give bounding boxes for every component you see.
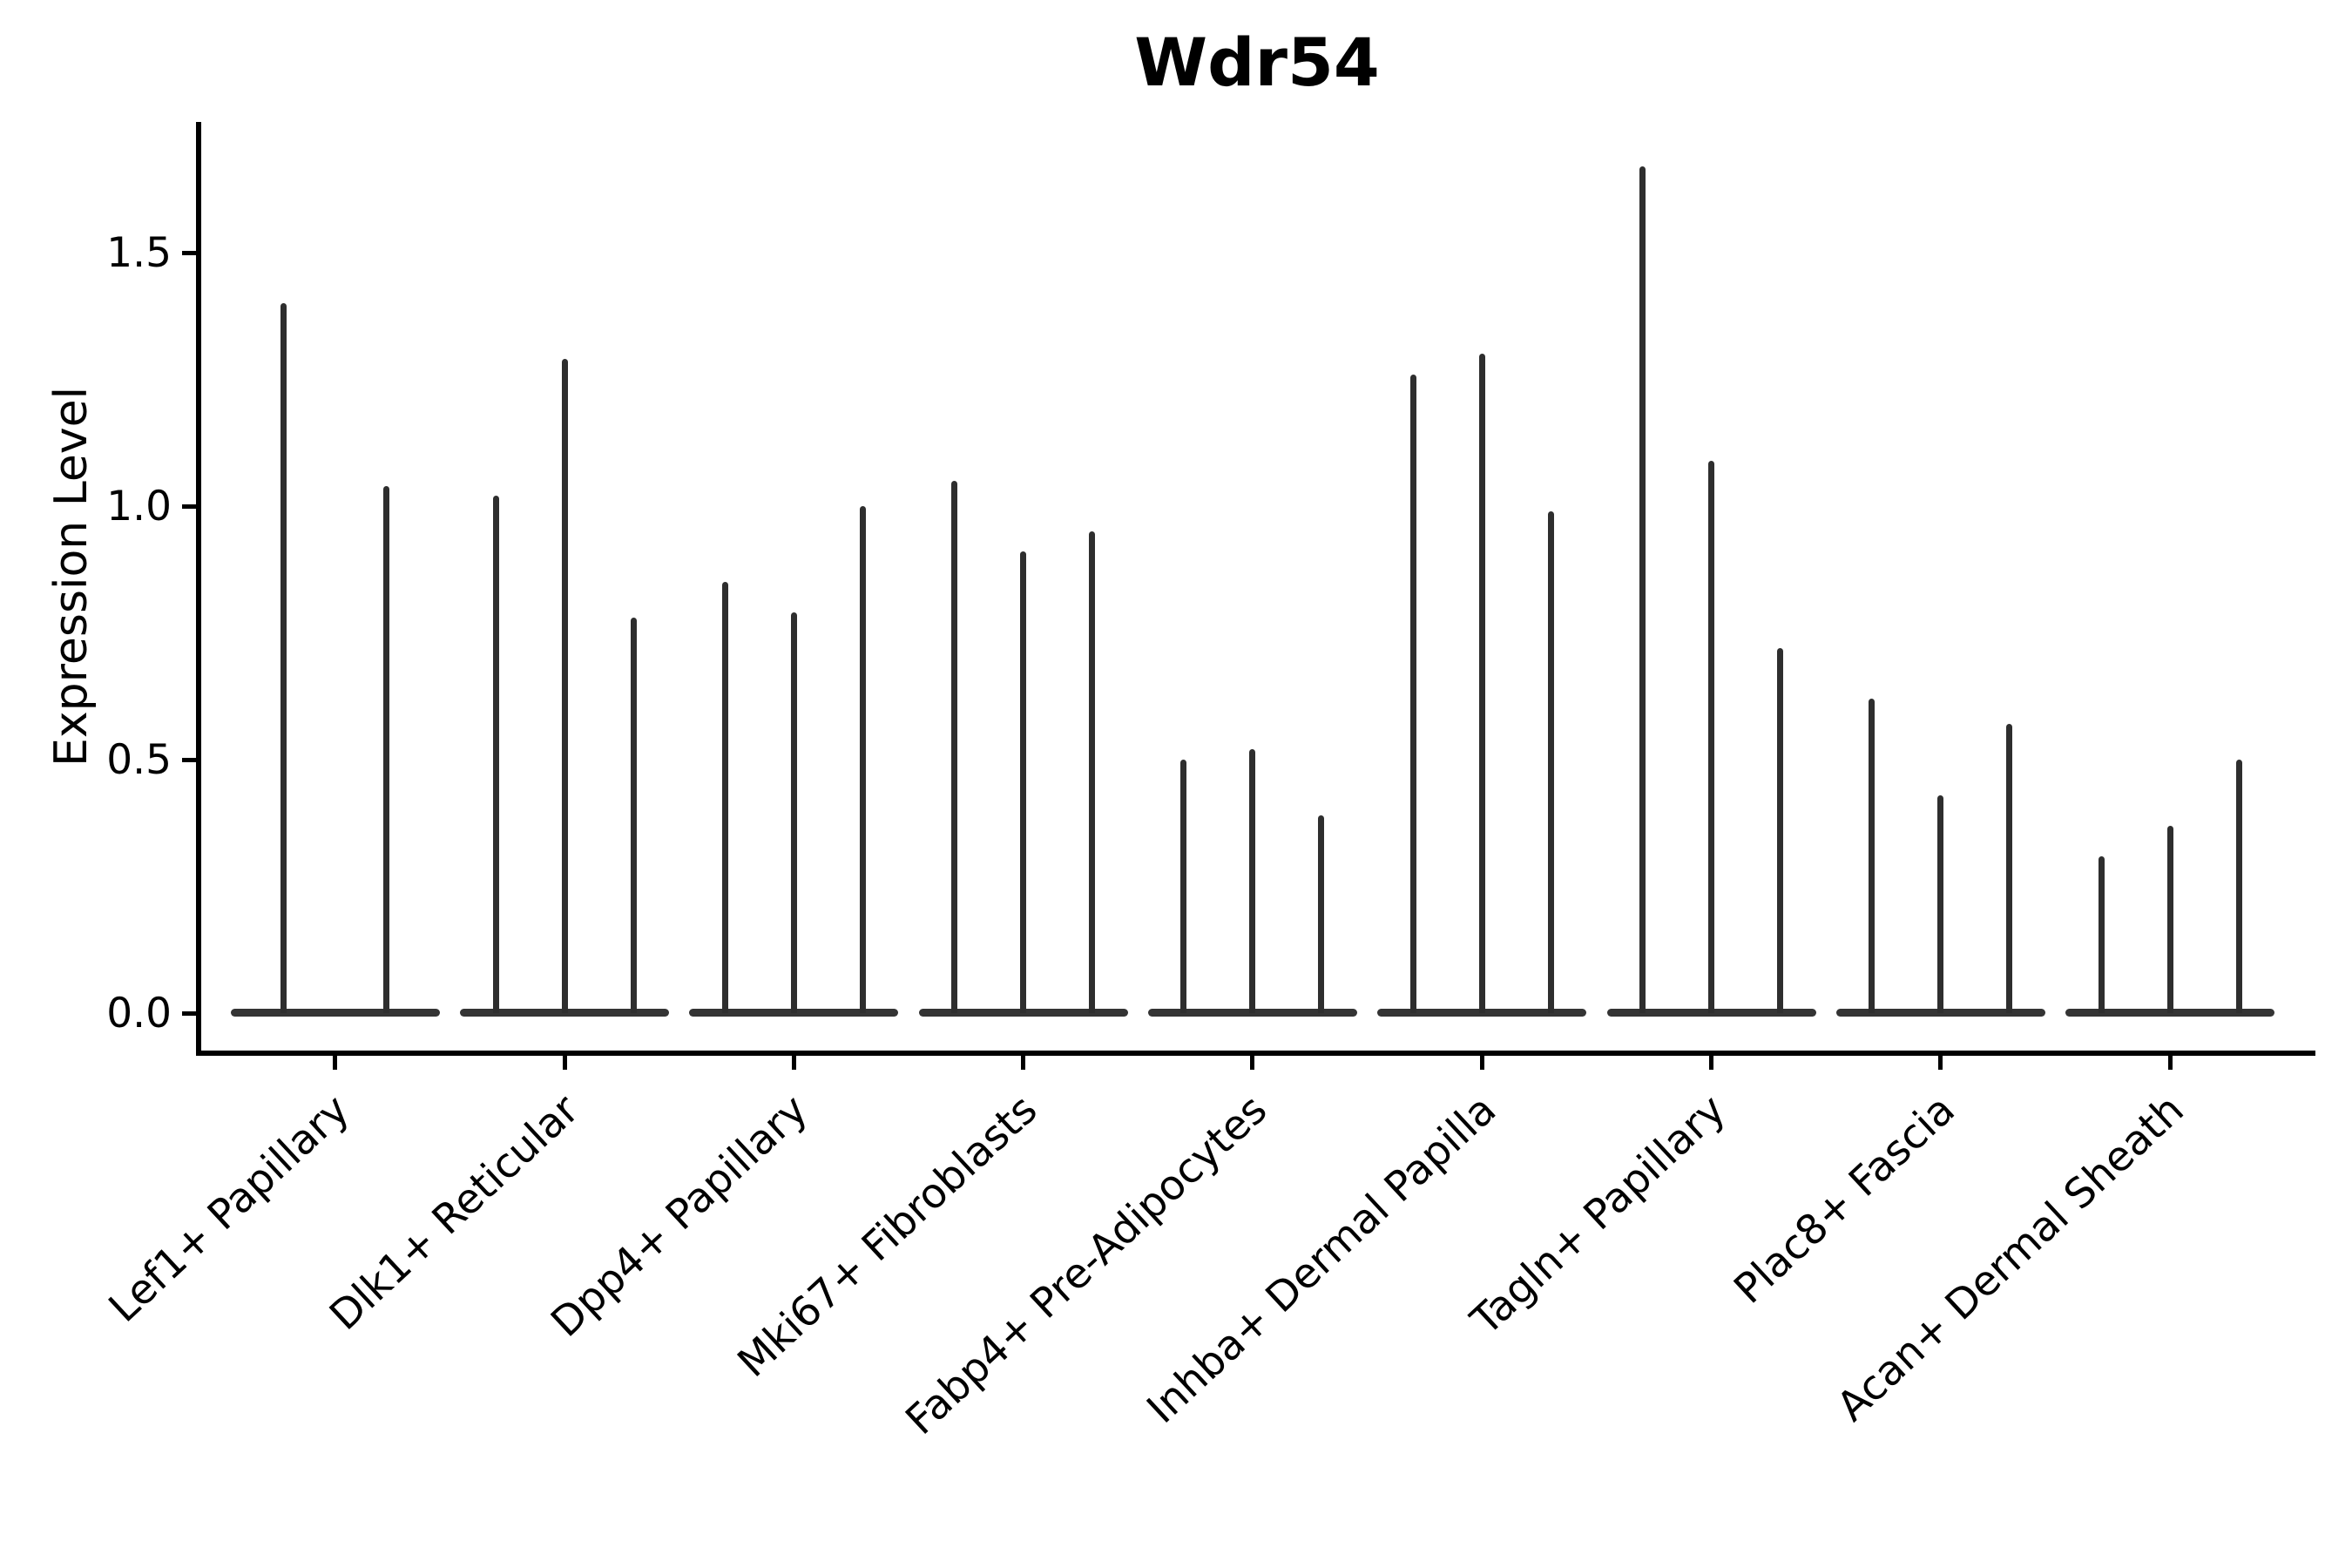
x-tick-mark (1709, 1056, 1713, 1070)
violin-spike (790, 612, 797, 1013)
x-tick-mark (1938, 1056, 1943, 1070)
x-tick-mark (1021, 1056, 1026, 1070)
x-tick-label: Tagln+ Papillary (1462, 1085, 1735, 1345)
violin-spike (1249, 749, 1256, 1013)
x-tick-mark (562, 1056, 567, 1070)
y-tick-mark (182, 250, 199, 255)
x-tick-mark (1250, 1056, 1255, 1070)
y-tick-mark (182, 504, 199, 509)
y-tick-label: 0.5 (106, 736, 172, 784)
violin-spike (630, 618, 637, 1013)
x-tick-mark (333, 1056, 338, 1070)
y-tick-label: 1.5 (106, 229, 172, 277)
y-tick-label: 0.0 (106, 990, 172, 1037)
x-tick-label: Plac8+ Fascia (1725, 1085, 1964, 1314)
violin-spike (383, 485, 390, 1013)
violin-spike (1478, 354, 1485, 1013)
violin-spike (1089, 531, 1096, 1013)
violin-spike (1020, 551, 1027, 1013)
x-tick-label: Dpp4+ Papillary (542, 1085, 818, 1347)
violin-spike (1547, 510, 1554, 1013)
violin-spike (1869, 699, 1876, 1013)
x-tick-mark (2167, 1056, 2173, 1070)
violin-spike (1409, 374, 1416, 1013)
violin-spike (2166, 825, 2173, 1013)
y-tick-mark (182, 1010, 199, 1016)
violin-spike (1937, 794, 1944, 1013)
chart-title: Wdr54 (1134, 24, 1380, 101)
violin-spike (951, 480, 958, 1013)
violin-spike (561, 359, 568, 1013)
violin-spike (1708, 460, 1714, 1013)
x-tick-mark (791, 1056, 796, 1070)
violin-spike (492, 496, 499, 1013)
y-tick-label: 1.0 (106, 483, 172, 531)
x-axis-spine (196, 1051, 2315, 1056)
violin-spike (721, 582, 728, 1013)
y-axis-spine (196, 122, 201, 1056)
violin-spike (2235, 760, 2242, 1013)
violin-spike (1180, 760, 1187, 1013)
x-tick-label: Dlk1+ Reticular (320, 1085, 588, 1340)
x-tick-label: Lef1+ Papillary (99, 1085, 359, 1332)
violin-spike (859, 506, 866, 1013)
x-tick-mark (1479, 1056, 1484, 1070)
y-axis-label: Expression Level (45, 386, 98, 767)
violin-spike (1639, 166, 1646, 1013)
y-tick-mark (182, 757, 199, 762)
violin-base (230, 1009, 440, 1017)
violin-spike (1777, 647, 1783, 1013)
violin-spike (2098, 855, 2105, 1013)
violin-spike (280, 303, 287, 1013)
violin-spike (1318, 815, 1325, 1013)
violin-spike (2006, 724, 2013, 1013)
